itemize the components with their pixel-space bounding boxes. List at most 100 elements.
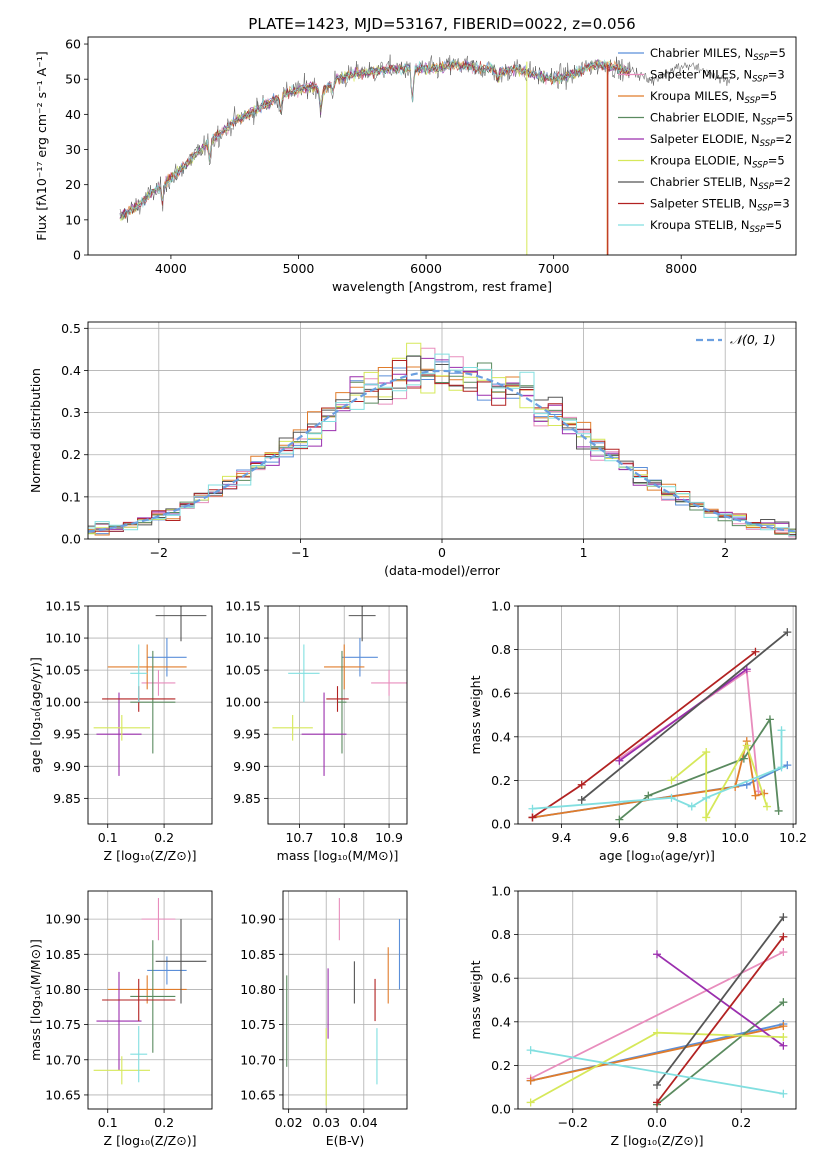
- weight-point-chabrier-elodie: [779, 998, 788, 1007]
- model-spectrum-kroupa-miles: [119, 60, 630, 217]
- weight-line-salpeter-miles: [618, 669, 765, 795]
- weight-point-salpeter-stelib: [653, 1098, 661, 1107]
- weight-line-chabrier-stelib: [581, 631, 788, 801]
- axes-frame: [517, 890, 797, 1110]
- y-tick-label: 9.95: [233, 727, 261, 742]
- model-spectrum-salpeter-elodie: [119, 59, 630, 219]
- y-tick-label: 1.0: [491, 884, 511, 899]
- legend-label-chabrier-stelib: Chabrier STELIB, NSSP=2: [650, 175, 791, 192]
- errorbar-chabrier-miles: [147, 638, 187, 677]
- x-tick-label: 9.8: [667, 830, 687, 845]
- weight-point-salpeter-stelib: [577, 780, 586, 789]
- spectrum-x-label: wavelength [Angstrom, rest frame]: [332, 279, 552, 294]
- weight-line-salpeter-stelib: [532, 651, 757, 819]
- errorbar-chabrier-stelib: [155, 606, 207, 642]
- mass-Z-panel: 0.1 0.2 10.65 10.70 10.75 10.80 10.85 10.90 Z [l…: [28, 890, 213, 1148]
- weight-point-salpeter-elodie: [653, 950, 661, 959]
- weight-point-salpeter-stelib: [528, 813, 537, 822]
- axes-frame: [87, 321, 797, 540]
- x-tick-label: 0.0: [647, 1115, 667, 1130]
- y-tick-label: 0.0: [491, 1102, 511, 1117]
- weight-age-x-label: age [log₁₀(age/yr)]: [599, 848, 715, 863]
- errorbar-salpeter-miles: [141, 898, 176, 941]
- y-tick-label: 0.2: [491, 773, 511, 788]
- x-tick-label: 6000: [410, 261, 442, 276]
- y-tick-label: 0.2: [61, 447, 81, 462]
- model-spectrum-kroupa-elodie: [119, 60, 630, 222]
- weight-point-chabrier-elodie: [615, 815, 624, 824]
- weight-line-salpeter-elodie: [618, 668, 748, 762]
- x-tick-label: −1: [291, 545, 309, 560]
- age-mass-plot-area: [272, 606, 407, 776]
- weight-Z-plot-area: [526, 913, 788, 1109]
- errorbar-kroupa-elodie: [93, 715, 150, 741]
- model-spectrum-chabrier-miles: [119, 60, 630, 219]
- weight-point-salpeter-elodie: [742, 665, 751, 674]
- spectrum-plot-area: [119, 54, 733, 255]
- age-Z-x-label: Z [log₁₀(Z/Z⊙)]: [104, 848, 197, 863]
- histogram-chabrier-stelib: [88, 355, 796, 535]
- y-tick-label: 0.8: [491, 642, 511, 657]
- errorbar-kroupa-elodie: [93, 1056, 150, 1085]
- x-tick-label: 0.1: [98, 1115, 118, 1130]
- spectrum-panel: 4000 5000 6000 7000 8000 0 10 20 30 40 50 60 wavelen…: [34, 37, 797, 294]
- y-tick-label: 20: [65, 177, 81, 192]
- weight-point-chabrier-elodie: [774, 806, 783, 815]
- x-tick-label: −0.2: [558, 1115, 588, 1130]
- errorbar-kroupa-stelib: [288, 644, 320, 703]
- y-tick-label: 60: [65, 37, 81, 52]
- axes-frame: [267, 605, 408, 825]
- weight-point-kroupa-stelib: [777, 726, 786, 735]
- y-tick-label: 0: [73, 248, 81, 263]
- weight-point-kroupa-elodie: [667, 776, 676, 785]
- x-tick-label: 5000: [283, 261, 315, 276]
- residuals-plot-area: [88, 342, 796, 538]
- weight-point-kroupa-elodie: [742, 741, 751, 750]
- x-tick-label: 10.7: [285, 830, 313, 845]
- residuals-y-label: Normed distribution: [28, 368, 43, 493]
- x-tick-label: 4000: [155, 261, 187, 276]
- y-tick-label: 0.4: [61, 363, 81, 378]
- weight-age-panel: 9.4 9.6 9.8 10.0 10.2 0.0 0.2 0.4 0.6 0.8 1.0 age […: [468, 599, 807, 864]
- y-tick-label: 0.4: [491, 1014, 511, 1029]
- x-tick-label: 0.2: [154, 830, 174, 845]
- age-mass-x-label: mass [log₁₀(M/M⊙)]: [277, 848, 399, 863]
- model-spectrum-kroupa-stelib: [119, 59, 630, 217]
- weight-Z-y-label: mass weight: [468, 960, 483, 1039]
- legend-label-salpeter-stelib: Salpeter STELIB, NSSP=3: [650, 197, 790, 214]
- y-tick-label: 0.2: [491, 1058, 511, 1073]
- residuals-x-label: (data-model)/error: [384, 563, 501, 578]
- weight-point-chabrier-elodie: [765, 715, 774, 724]
- spectrum-y-label: Flux [fλ10⁻¹⁷ erg cm⁻² s⁻¹ A⁻¹]: [34, 51, 49, 240]
- axes-frame: [87, 890, 213, 1110]
- legend-label-chabrier-miles: Chabrier MILES, NSSP=5: [650, 46, 786, 63]
- weight-point-salpeter-stelib: [779, 932, 788, 941]
- x-tick-label: 1: [580, 545, 588, 560]
- legend-label-salpeter-elodie: Salpeter ELODIE, NSSP=2: [650, 132, 792, 149]
- weight-point-kroupa-elodie: [653, 1028, 661, 1037]
- weight-Z-panel: −0.2 0.0 0.2 0.0 0.2 0.4 0.6 0.8 1.0 Z [log₁₀(Z/Z…: [468, 884, 797, 1148]
- y-tick-label: 10.65: [240, 1087, 276, 1102]
- errorbar-kroupa-miles: [324, 644, 365, 690]
- errorbar-kroupa-miles: [107, 644, 187, 690]
- errorbar-chabrier-elodie: [337, 650, 347, 754]
- y-tick-label: 10.75: [240, 1017, 276, 1032]
- weight-point-kroupa-elodie: [779, 1033, 788, 1042]
- weight-point-salpeter-miles: [779, 948, 788, 957]
- model-spectrum-salpeter-miles: [119, 60, 630, 220]
- y-tick-label: 0.6: [491, 971, 511, 986]
- y-tick-label: 10.80: [240, 982, 276, 997]
- errorbar-kroupa-miles: [107, 975, 187, 1004]
- y-tick-label: 9.95: [53, 727, 81, 742]
- y-tick-label: 0.8: [491, 927, 511, 942]
- y-tick-label: 0.4: [491, 729, 511, 744]
- weight-point-chabrier-stelib: [577, 796, 586, 805]
- weight-point-kroupa-stelib: [777, 763, 786, 772]
- figure-title: PLATE=1423, MJD=53167, FIBERID=0022, z=0…: [248, 15, 635, 33]
- errorbar-salpeter-miles: [371, 670, 407, 696]
- y-tick-label: 10.70: [240, 1052, 276, 1067]
- weight-point-kroupa-elodie: [763, 802, 772, 811]
- weight-age-plot-area: [528, 628, 792, 824]
- age-Z-y-label: age [log₁₀(age/yr)]: [28, 657, 43, 773]
